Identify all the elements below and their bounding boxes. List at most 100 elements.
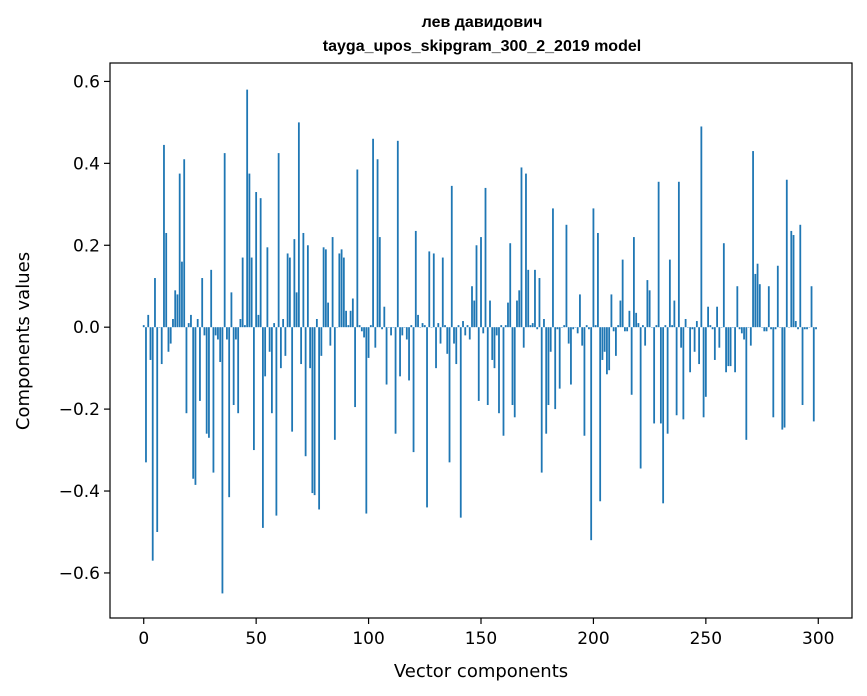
bar [457,325,460,328]
bar [716,306,718,328]
bar [498,327,500,414]
bar [758,284,761,328]
bar [297,122,300,328]
bar [142,325,145,328]
bar [491,327,494,360]
bar [554,327,557,410]
bar [331,237,334,328]
bar [615,327,617,356]
bar [606,327,608,375]
bar [637,323,640,328]
bar [327,302,330,328]
x-tick-label: 300 [802,629,834,649]
bar [239,318,242,328]
bar [579,294,581,328]
bar [695,321,698,328]
bar [585,325,588,328]
bar [655,325,658,328]
y-tick-label: 0.4 [73,154,100,174]
bar [666,327,669,434]
bar [201,278,204,328]
bar [417,314,419,328]
bar [671,325,674,328]
bar [466,325,469,328]
bar [729,327,732,367]
bar [518,290,521,328]
bar [156,327,159,532]
bar [628,310,631,328]
bar [797,327,799,330]
bar [250,257,253,328]
bar [284,327,287,356]
bar [659,327,662,424]
bar [302,232,305,328]
bar [792,235,795,328]
y-tick-label: −0.4 [59,482,100,502]
bar [513,327,516,418]
bar [489,300,491,328]
bar [261,327,264,528]
bar [475,245,478,328]
bar [624,327,626,332]
bar [367,327,370,358]
bar [333,327,336,440]
bar [702,327,705,418]
bar [722,243,725,328]
bar [698,327,701,365]
bar [468,327,471,340]
bar [264,327,267,377]
bar [160,327,163,365]
bar [794,321,797,328]
bar [749,327,752,346]
bar [203,327,206,336]
bar [500,325,503,328]
bar [790,230,793,328]
bar [711,327,714,330]
bar [185,327,188,414]
bar [372,138,374,328]
bar [295,292,298,328]
bar [799,224,802,328]
bar [700,126,703,328]
bar [396,140,399,328]
bar [365,327,368,514]
bar [632,237,635,328]
bar [228,327,231,498]
bar [567,327,570,344]
bar [502,327,505,436]
bar [147,314,150,328]
bar [360,327,363,332]
bar [241,257,244,328]
bar [351,298,354,328]
x-axis: 0 50 100 150 200 250 300 [138,618,834,649]
bar [444,325,446,328]
bar [785,179,788,328]
bar [565,224,568,328]
bar [621,259,624,328]
bar [727,327,730,367]
bar [462,321,464,328]
bar [266,247,269,328]
bar [736,286,739,328]
bar [154,278,156,328]
bar [315,318,318,328]
bar [205,327,208,434]
bar [740,327,743,334]
bar [385,327,388,385]
bar [704,327,707,397]
bar [653,327,656,424]
bar [471,286,473,328]
bar [349,310,352,328]
bar [320,327,323,356]
bar [358,325,361,328]
bar [255,192,258,328]
bar [322,247,325,328]
bar [812,327,815,422]
bar [399,327,401,377]
bar [603,327,606,352]
bar [522,327,525,348]
bar [772,327,775,418]
bar [774,327,777,330]
bar [163,144,165,328]
bar [369,325,372,328]
